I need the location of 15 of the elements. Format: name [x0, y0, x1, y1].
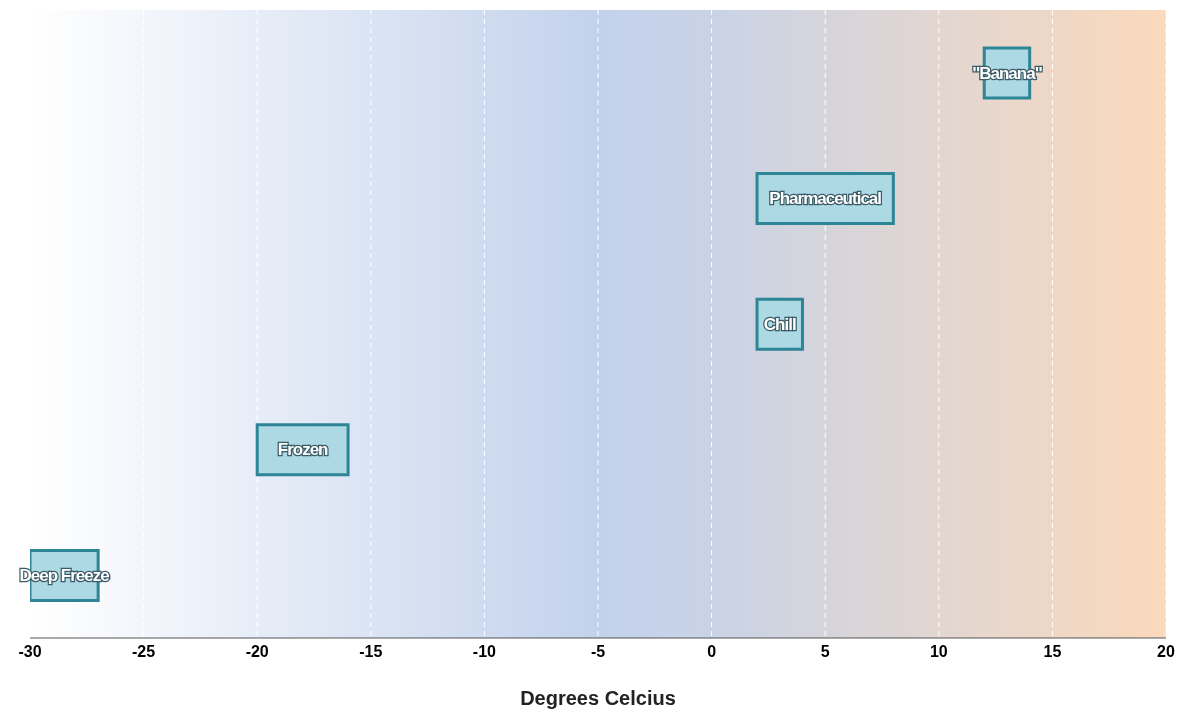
x-tick-label: 5 — [820, 643, 830, 661]
y-tick-label: Frozen — [277, 440, 329, 460]
x-tick-label: 20 — [1157, 643, 1175, 661]
x-tick-label: -20 — [245, 643, 269, 661]
x-tick-label: 0 — [707, 643, 717, 661]
x-tick-label: -25 — [132, 643, 156, 661]
y-tick-label: Pharmaceutical — [769, 189, 882, 209]
y-tick-label: Chill — [763, 314, 796, 334]
x-tick-label: 10 — [929, 643, 948, 661]
x-tick-label: -30 — [18, 643, 42, 661]
x-tick-label: -10 — [472, 643, 497, 661]
x-tick-label: 15 — [1043, 643, 1062, 661]
x-tick-label: -15 — [359, 643, 383, 661]
x-axis-title: Degrees Celcius — [520, 687, 676, 709]
x-tick-label: -5 — [590, 643, 606, 661]
